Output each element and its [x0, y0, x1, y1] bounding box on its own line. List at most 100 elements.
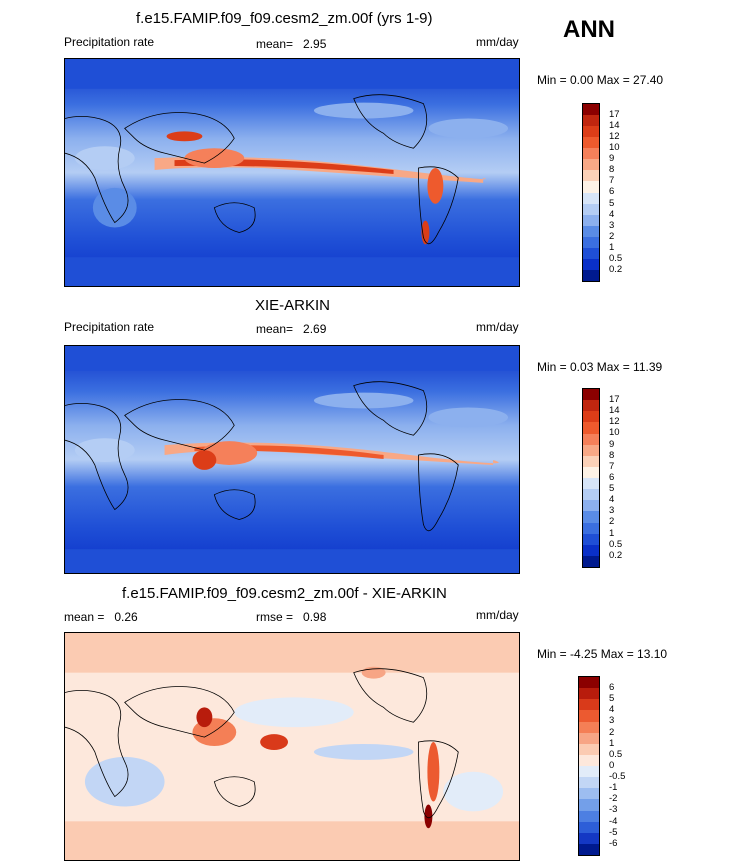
- colorbar-swatch: [583, 411, 599, 423]
- colorbar-swatch: [579, 732, 599, 744]
- colorbar-tick-label: 2: [609, 516, 615, 528]
- panel-3-rmse-label: rmse = 0.98: [256, 610, 326, 624]
- colorbar-swatch: [583, 422, 599, 434]
- panel-1-units: mm/day: [476, 35, 519, 49]
- colorbar-tick-label: 17: [609, 394, 620, 405]
- colorbar-tick-label: 9: [609, 153, 615, 165]
- colorbar-tick-label: 14: [609, 120, 620, 132]
- panel-3-title: f.e15.FAMIP.f09_f09.cesm2_zm.00f - XIE-A…: [122, 585, 447, 602]
- colorbar-swatch: [583, 511, 599, 523]
- colorbar-swatch: [579, 766, 599, 778]
- colorbar-tick-label: 3: [609, 505, 615, 517]
- colorbar-swatch: [583, 466, 599, 478]
- panel-3-rmse-text: rmse =: [256, 610, 294, 624]
- colorbar-swatch: [583, 104, 599, 116]
- colorbar-tick-label: 3: [609, 219, 615, 231]
- panel-3-mean-value: 0.26: [114, 610, 138, 624]
- colorbar-tick-label: 4: [609, 494, 615, 506]
- panel-1-mean-text: mean=: [256, 37, 294, 51]
- panel-1-map: [64, 58, 520, 287]
- colorbar-swatch: [579, 821, 599, 833]
- season-label: ANN: [563, 16, 615, 43]
- colorbar-swatch: [583, 247, 599, 259]
- colorbar-tick-label: 2: [609, 726, 615, 738]
- colorbar-swatch: [583, 137, 599, 149]
- colorbar-tick-label: 6: [609, 186, 615, 198]
- panel-2-title: XIE-ARKIN: [255, 297, 331, 314]
- panel-3-colorbar: [578, 676, 600, 856]
- colorbar-swatch: [583, 400, 599, 412]
- colorbar-swatch: [583, 225, 599, 237]
- colorbar-swatch: [583, 533, 599, 545]
- colorbar-tick-label: 8: [609, 449, 615, 461]
- colorbar-swatch: [583, 170, 599, 182]
- colorbar-tick-label: 1: [609, 527, 615, 539]
- colorbar-tick-label: 6: [609, 471, 615, 483]
- colorbar-tick-label: 0.5: [609, 252, 623, 264]
- colorbar-tick-label: -1: [609, 782, 618, 794]
- panel-3-minmax: Min = -4.25 Max = 13.10: [537, 647, 668, 661]
- panel-3-map: [64, 632, 520, 861]
- colorbar-swatch: [583, 455, 599, 467]
- colorbar-swatch: [583, 115, 599, 127]
- panel-2-mean-text: mean=: [256, 322, 294, 336]
- colorbar-tick-label: -5: [609, 826, 618, 838]
- colorbar-swatch: [583, 489, 599, 501]
- panel-1-title: f.e15.FAMIP.f09_f09.cesm2_zm.00f (yrs 1-…: [136, 10, 433, 27]
- panel-2-mean-value: 2.69: [303, 322, 327, 336]
- colorbar-swatch: [583, 159, 599, 171]
- colorbar-swatch: [579, 688, 599, 700]
- colorbar-swatch: [579, 743, 599, 755]
- colorbar-swatch: [579, 777, 599, 789]
- colorbar-tick-label: 10: [609, 142, 620, 154]
- colorbar-swatch: [583, 544, 599, 556]
- colorbar-swatch: [583, 444, 599, 456]
- panel-1-mean-label: mean= 2.95: [256, 37, 326, 51]
- colorbar-swatch: [579, 710, 599, 722]
- colorbar-swatch: [579, 788, 599, 800]
- colorbar-tick-label: 0: [609, 759, 615, 771]
- panel-3-mean-label: mean = 0.26: [64, 610, 138, 624]
- panel-1-colorbar-ticks: 17 14 12 10 9 8 7 6 5 4 3 2 1 0.5 0.2: [609, 109, 622, 275]
- colorbar-swatch: [583, 148, 599, 160]
- colorbar-swatch: [583, 389, 599, 401]
- colorbar-swatch: [583, 203, 599, 215]
- colorbar-swatch: [579, 721, 599, 733]
- panel-3-rmse-value: 0.98: [303, 610, 327, 624]
- colorbar-swatch: [579, 754, 599, 766]
- colorbar-tick-label: 5: [609, 483, 615, 494]
- colorbar-swatch: [579, 832, 599, 844]
- colorbar-tick-label: 5: [609, 197, 615, 209]
- colorbar-swatch: [583, 433, 599, 445]
- colorbar-swatch: [583, 522, 599, 534]
- colorbar-tick-label: 17: [609, 109, 620, 120]
- colorbar-tick-label: -4: [609, 815, 618, 827]
- colorbar-swatch: [583, 478, 599, 490]
- panel-2-colorbar: [582, 388, 600, 568]
- panel-2-units: mm/day: [476, 320, 519, 334]
- colorbar-tick-label: 12: [609, 131, 620, 143]
- colorbar-swatch: [583, 214, 599, 226]
- colorbar-swatch: [583, 192, 599, 204]
- colorbar-tick-label: -3: [609, 804, 618, 816]
- colorbar-swatch: [579, 843, 599, 855]
- colorbar-swatch: [579, 810, 599, 822]
- colorbar-tick-label: 2: [609, 230, 615, 242]
- colorbar-tick-label: 3: [609, 715, 615, 727]
- colorbar-tick-label: 0.5: [609, 748, 623, 760]
- colorbar-tick-label: -6: [609, 837, 618, 849]
- colorbar-swatch: [579, 799, 599, 811]
- colorbar-tick-label: 6: [609, 682, 615, 693]
- panel-2-variable-label: Precipitation rate: [64, 320, 155, 334]
- colorbar-tick-label: -0.5: [609, 771, 626, 782]
- colorbar-swatch: [579, 677, 599, 689]
- colorbar-tick-label: -2: [609, 793, 618, 805]
- colorbar-tick-label: 0.2: [609, 263, 623, 275]
- colorbar-tick-label: 7: [609, 460, 615, 472]
- colorbar-tick-label: 4: [609, 208, 615, 220]
- colorbar-swatch: [579, 699, 599, 711]
- colorbar-swatch: [583, 555, 599, 567]
- panel-2-minmax: Min = 0.03 Max = 11.39: [537, 360, 663, 374]
- colorbar-tick-label: 5: [609, 693, 615, 705]
- colorbar-swatch: [583, 269, 599, 281]
